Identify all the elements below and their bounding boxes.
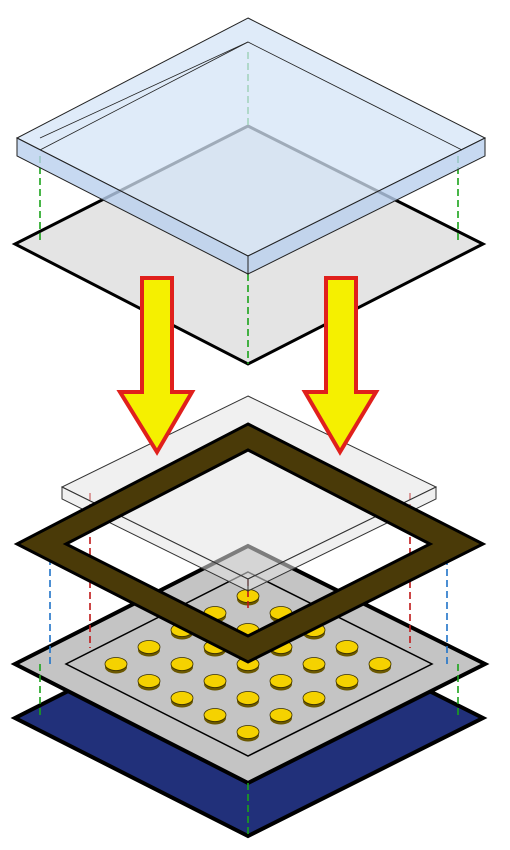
solder-bump-icon (269, 674, 293, 691)
down-arrow-icon (116, 276, 196, 456)
solder-bump-icon (137, 640, 161, 657)
solder-bump-icon (203, 708, 227, 725)
solder-bump-icon (368, 657, 392, 674)
solder-bump-icon (170, 657, 194, 674)
solder-bump-icon (269, 708, 293, 725)
arrow-group (116, 276, 380, 456)
substrate-inner-border (64, 571, 434, 757)
frame-ring (13, 422, 487, 664)
solder-bump-icon (137, 674, 161, 691)
solder-bump-icon (335, 640, 359, 657)
solder-bump-icon (170, 691, 194, 708)
solder-bump-icon (236, 725, 260, 742)
glass-inner-line (39, 41, 249, 139)
top-glass-block (15, 17, 487, 275)
solder-bump-icon (104, 657, 128, 674)
solder-bump-icon (302, 691, 326, 708)
solder-bump-icon (335, 674, 359, 691)
down-arrow-icon (301, 276, 380, 456)
solder-bump-icon (203, 674, 227, 691)
solder-bump-icon (302, 657, 326, 674)
solder-bump-icon (236, 691, 260, 708)
